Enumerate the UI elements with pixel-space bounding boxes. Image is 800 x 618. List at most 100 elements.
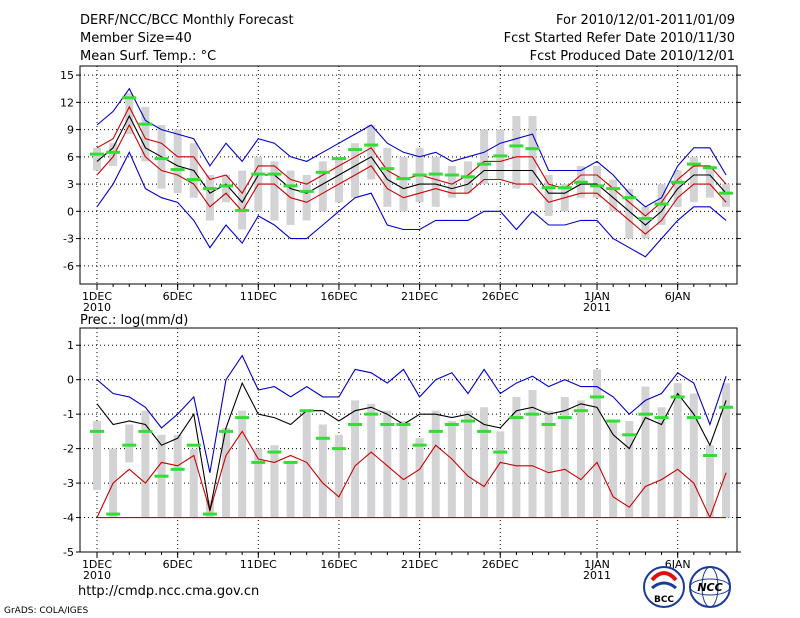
ensemble-mark [412, 173, 427, 177]
mean-line [96, 381, 727, 511]
min-line [96, 123, 727, 235]
spread-box [415, 438, 424, 518]
spread-box [673, 383, 682, 518]
ensemble-mark [283, 460, 298, 464]
ensemble-mark [202, 187, 217, 191]
spread-box [222, 427, 231, 518]
ensemble-mark [477, 429, 492, 433]
ensemble-mark [380, 422, 395, 426]
ncc-logo-icon: NCC [689, 566, 731, 608]
ensemble-mark [364, 143, 379, 147]
ensemble-mark [541, 422, 556, 426]
ensemble-mark [719, 405, 734, 409]
ensemble-mark [493, 154, 508, 158]
ensemble-mark [267, 450, 282, 454]
y-tick-label: -6 [63, 260, 74, 273]
x-tick-sublabel: 2011 [583, 569, 611, 582]
header-member-size: Member Size=40 [80, 31, 192, 46]
ensemble-mark [525, 147, 540, 151]
ensemble-mark [299, 409, 314, 413]
x-tick-label: 1JAN [584, 290, 610, 303]
spread-box [593, 165, 602, 198]
ensemble-mark [444, 422, 459, 426]
ensemble-mark [412, 443, 427, 447]
x-tick-label: 1DEC [82, 290, 112, 303]
y-tick-label: 12 [60, 96, 74, 109]
ensemble-mark [477, 162, 492, 166]
ensemble-mark [186, 178, 201, 182]
spread-box [399, 421, 408, 518]
ensemble-mark [122, 96, 137, 100]
x-tick-label: 6DEC [163, 290, 193, 303]
ensemble-mark [557, 416, 572, 420]
spread-box [286, 462, 295, 518]
spread-box [609, 421, 618, 518]
spread-box [463, 410, 472, 518]
ensemble-mark [106, 512, 121, 516]
ensemble-mark [686, 416, 701, 420]
max-line [96, 354, 727, 473]
ensemble-mark [235, 208, 250, 212]
spread-box [722, 184, 731, 207]
footer-grads: GrADS: COLA/IGES [4, 606, 88, 616]
spread-box [141, 106, 150, 162]
spread-box [383, 147, 392, 207]
max-line [96, 87, 727, 208]
ensemble-mark [670, 395, 685, 399]
spread-box [528, 390, 537, 518]
upper-red-line [96, 105, 727, 217]
precip-title: Prec.: log(mm/d) [80, 313, 188, 328]
spread-box [705, 445, 714, 518]
ensemble-mark [493, 450, 508, 454]
ensemble-mark [541, 186, 556, 190]
spread-box [641, 206, 650, 239]
ensemble-mark [557, 186, 572, 190]
ensemble-mark [315, 170, 330, 174]
ensemble-mark [719, 191, 734, 195]
ensemble-mark [590, 184, 605, 188]
spread-box [205, 175, 214, 221]
ensemble-mark [235, 416, 250, 420]
ensemble-mark [573, 409, 588, 413]
spread-box [399, 156, 408, 212]
x-tick-label: 26DEC [482, 290, 519, 303]
spread-box [351, 400, 360, 518]
plot-frame [79, 327, 738, 553]
min-line [96, 430, 727, 519]
y-tick-label: 1 [67, 339, 74, 352]
ensemble-mark [106, 150, 121, 154]
y-tick-label: 9 [67, 124, 74, 137]
bcc-logo-icon: BCC [643, 566, 685, 608]
x-tick-sublabel: 2010 [83, 301, 111, 314]
spread-box [270, 445, 279, 518]
y-tick-label: -5 [63, 546, 74, 559]
x-tick-label: 1JAN [584, 558, 610, 571]
ensemble-mark [654, 416, 669, 420]
ensemble-mark [331, 157, 346, 161]
spread-box [351, 143, 360, 198]
spread-box [689, 393, 698, 518]
spread-box [270, 161, 279, 221]
x-tick-label: 11DEC [240, 558, 277, 571]
spread-box [109, 143, 118, 166]
spread-box [576, 400, 585, 518]
ensemble-mark [509, 416, 524, 420]
x-tick-label: 6JAN [665, 290, 691, 303]
ncc-logo-text: NCC [697, 581, 722, 594]
footer-url[interactable]: http://cmdp.ncc.cma.gov.cn [78, 584, 259, 599]
ensemble-mark [315, 436, 330, 440]
ensemble-mark [251, 460, 266, 464]
y-tick-label: -3 [63, 477, 74, 490]
spread-box [367, 125, 376, 180]
ensemble-mark [509, 144, 524, 148]
y-tick-label: -2 [63, 443, 74, 456]
spread-box [125, 93, 134, 135]
mean-line [96, 114, 727, 226]
x-tick-label: 21DEC [401, 558, 438, 571]
x-tick-sublabel: 2010 [83, 569, 111, 582]
plot-frame [79, 65, 738, 285]
ensemble-mark [154, 157, 169, 161]
ensemble-mark [186, 443, 201, 447]
